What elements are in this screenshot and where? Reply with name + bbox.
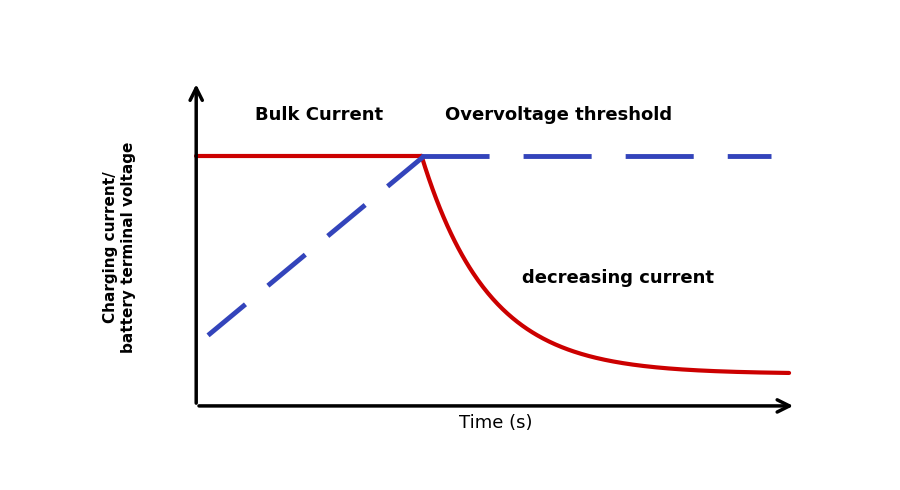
Text: Overvoltage threshold: Overvoltage threshold [446, 106, 672, 123]
Text: Charging current/
battery terminal voltage: Charging current/ battery terminal volta… [104, 142, 136, 353]
Text: Bulk Current: Bulk Current [256, 106, 383, 123]
Text: Time (s): Time (s) [459, 415, 533, 432]
Text: decreasing current: decreasing current [522, 269, 715, 287]
